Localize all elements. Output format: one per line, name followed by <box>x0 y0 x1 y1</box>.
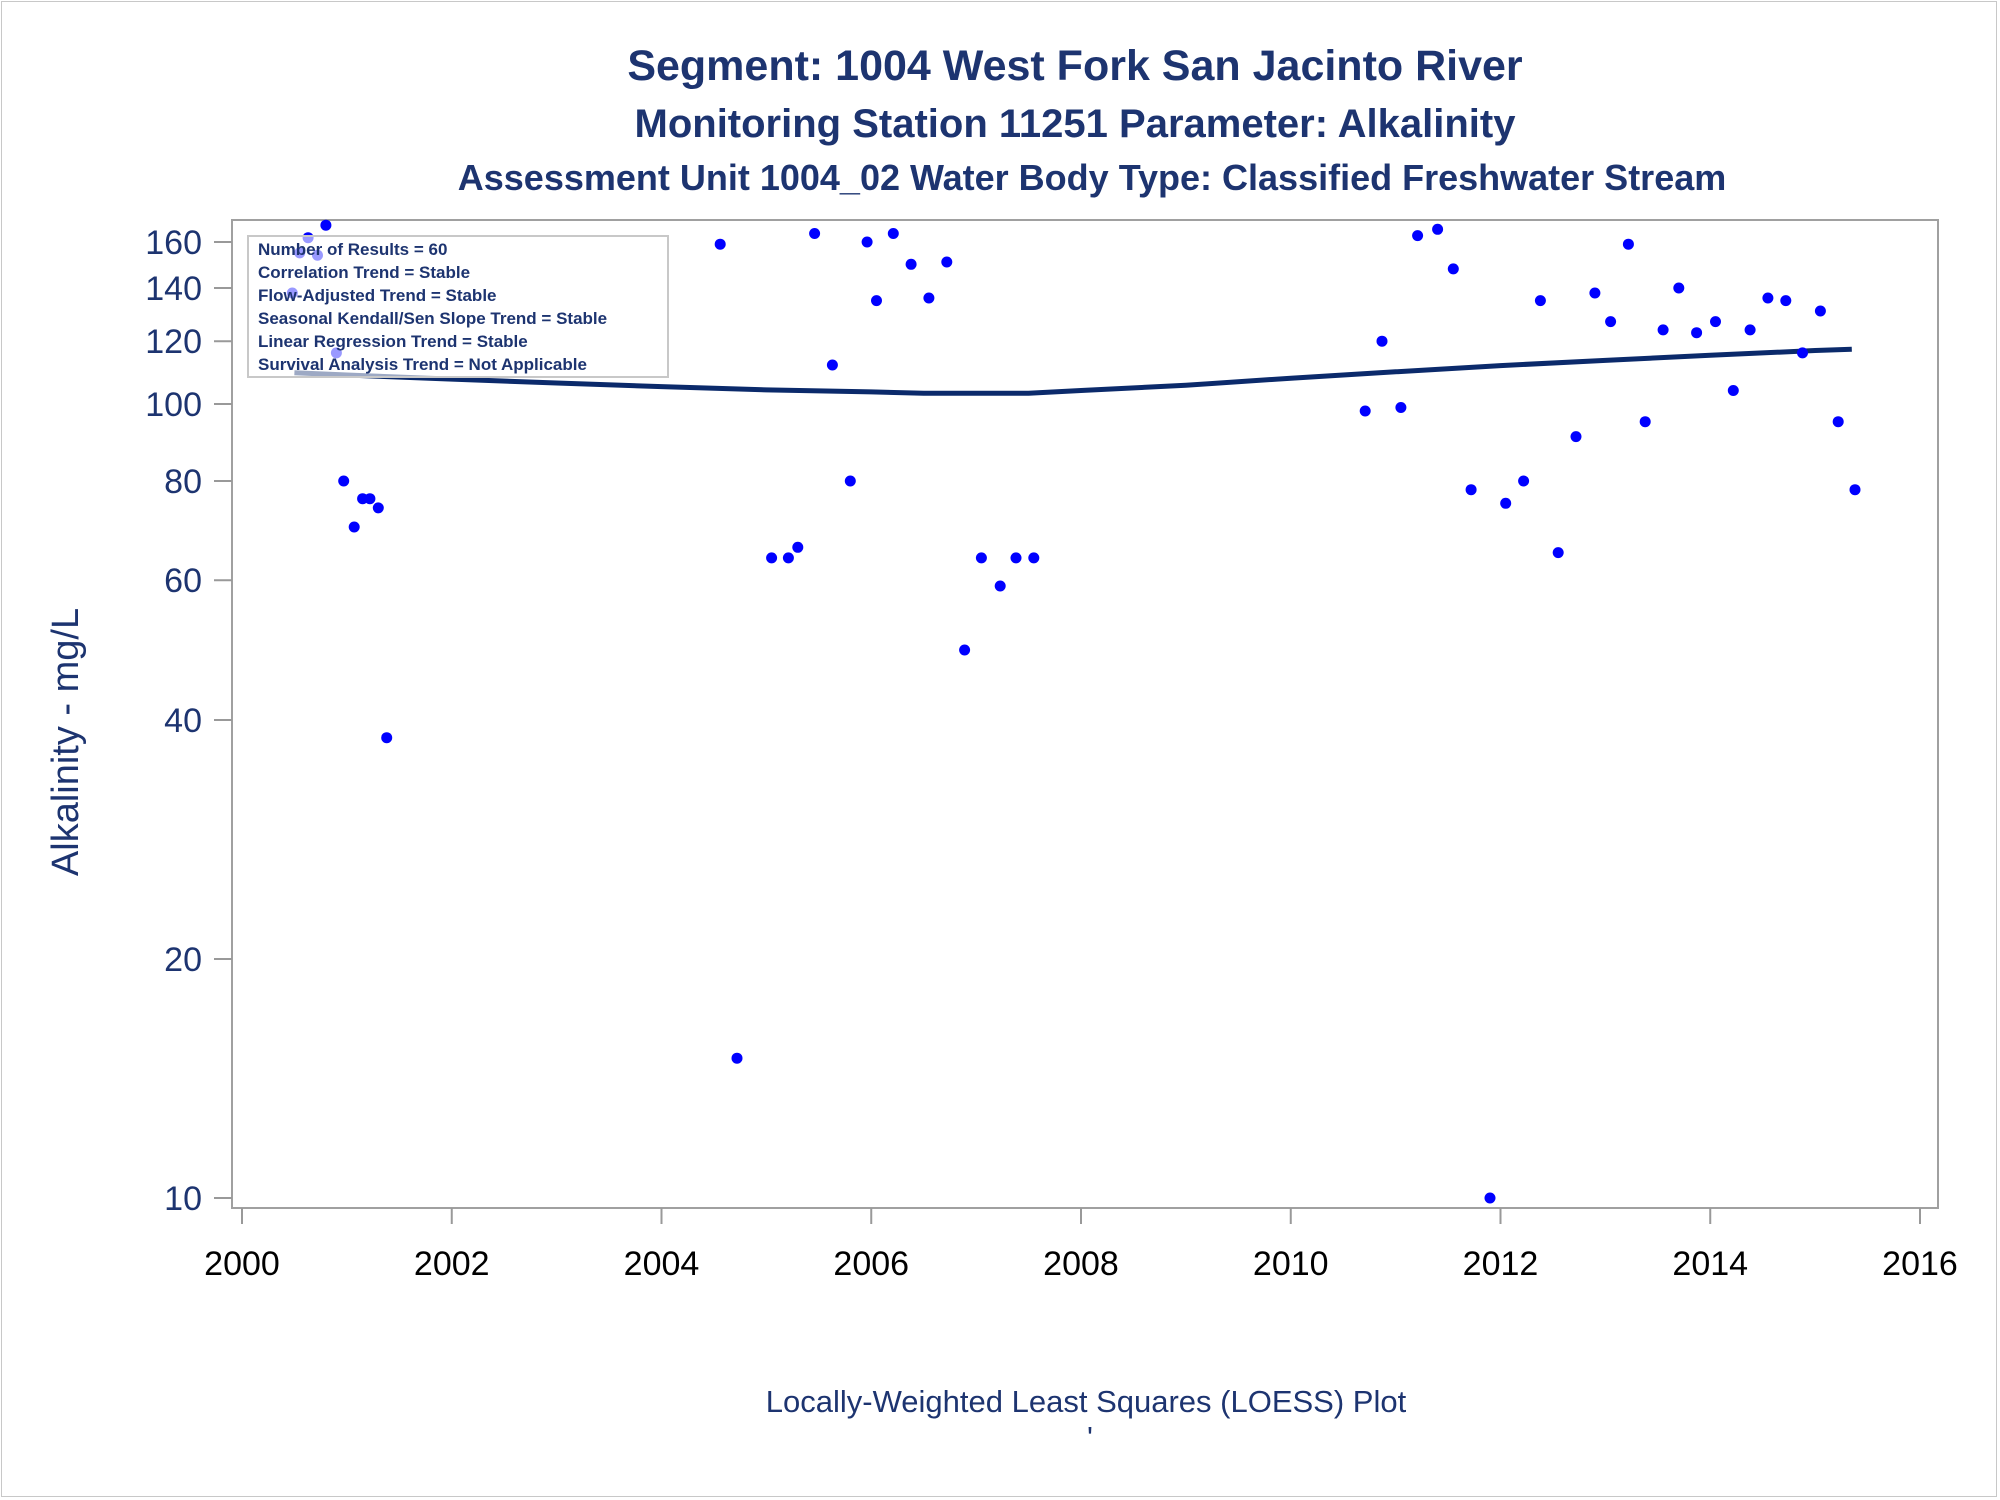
x-tick-label: 2012 <box>1463 1245 1539 1283</box>
trend-summary-line: Seasonal Kendall/Sen Slope Trend = Stabl… <box>258 309 607 328</box>
data-point <box>1639 416 1651 428</box>
y-tick-label: 100 <box>145 386 202 424</box>
y-tick-label: 20 <box>164 941 202 979</box>
y-tick-label: 40 <box>164 702 202 740</box>
data-point <box>1744 324 1756 336</box>
data-point <box>714 238 726 250</box>
data-point <box>975 552 987 564</box>
trend-summary-line: Number of Results = 60 <box>258 240 447 259</box>
data-point <box>1589 287 1601 299</box>
data-point <box>1412 230 1424 242</box>
data-point <box>1518 475 1530 487</box>
footnote: Locally-Weighted Least Squares (LOESS) P… <box>766 1384 1407 1419</box>
data-point <box>1727 385 1739 396</box>
data-point <box>1605 316 1617 328</box>
y-axis: 10 20 40 60 80 100 120 140 160 <box>145 224 232 1218</box>
data-point <box>1395 402 1407 413</box>
data-point <box>994 580 1006 592</box>
trend-summary-line: Survival Analysis Trend = Not Applicable <box>258 355 587 374</box>
data-point <box>959 644 971 656</box>
data-point <box>1359 405 1371 417</box>
data-point <box>1447 263 1459 275</box>
data-point <box>941 256 953 268</box>
data-point <box>1570 431 1582 443</box>
data-point <box>809 228 821 239</box>
data-point <box>338 475 350 487</box>
data-point <box>766 552 778 564</box>
trend-summary-box: Number of Results = 60 Correlation Trend… <box>247 235 669 378</box>
x-tick-label: 2004 <box>624 1245 700 1283</box>
data-point <box>826 359 838 371</box>
x-tick-label: 2014 <box>1672 1245 1748 1283</box>
data-point <box>348 521 360 533</box>
x-tick-label: 2006 <box>833 1245 909 1283</box>
data-point <box>1691 327 1703 339</box>
chart-subtitle-assessment: Assessment Unit 1004_02 Water Body Type:… <box>458 157 1727 198</box>
x-tick-label: 2008 <box>1043 1245 1119 1283</box>
plot-area <box>231 219 1939 1209</box>
data-point <box>887 228 899 239</box>
data-point <box>871 295 882 307</box>
x-tick-label: 2016 <box>1882 1245 1958 1283</box>
data-point <box>1534 295 1546 307</box>
data-point <box>1622 238 1634 250</box>
y-tick-label: 10 <box>164 1180 202 1218</box>
data-point <box>320 219 332 231</box>
y-tick-label: 80 <box>164 463 202 501</box>
x-tick-label: 2000 <box>204 1245 280 1283</box>
y-tick-label: 60 <box>164 562 202 600</box>
x-tick-label: 2010 <box>1253 1245 1329 1283</box>
data-point <box>1484 1192 1496 1204</box>
data-point <box>844 475 856 487</box>
trend-summary-line: Correlation Trend = Stable <box>258 263 470 282</box>
data-point <box>1762 292 1774 304</box>
data-point <box>1376 335 1388 347</box>
x-axis: 2000 2002 2004 2006 2008 2010 2012 2014 2016 <box>204 1208 1958 1283</box>
data-point <box>364 493 376 505</box>
trend-summary-line: Flow-Adjusted Trend = Stable <box>258 286 497 305</box>
data-point <box>1657 324 1669 336</box>
data-point <box>792 541 804 553</box>
x-tick-label: 2002 <box>414 1245 490 1283</box>
trend-summary-border <box>247 235 669 378</box>
trend-summary-line: Linear Regression Trend = Stable <box>258 332 528 351</box>
data-point <box>1432 223 1444 235</box>
data-point <box>1832 416 1844 428</box>
data-point <box>1849 484 1861 496</box>
data-point <box>1552 547 1564 559</box>
data-point <box>1797 347 1808 359</box>
y-axis-label: Alkalinity - mg/L <box>45 608 87 876</box>
chart-title: Segment: 1004 West Fork San Jacinto Rive… <box>627 42 1523 90</box>
chart-subtitle-station: Monitoring Station 11251 Parameter: Alka… <box>635 102 1517 146</box>
data-point <box>905 258 917 270</box>
data-point <box>1710 316 1721 328</box>
y-tick-label: 140 <box>145 270 202 308</box>
data-point <box>1814 305 1826 317</box>
data-point <box>381 732 393 744</box>
data-point <box>782 552 794 564</box>
data-point <box>861 236 873 248</box>
footnote-mark: ' <box>1087 1420 1093 1455</box>
data-point <box>1028 552 1040 564</box>
data-point <box>1780 295 1792 307</box>
data-point <box>731 1052 743 1064</box>
data-point <box>372 502 384 514</box>
data-point <box>1673 282 1685 294</box>
loess-line <box>294 346 1852 396</box>
data-point <box>1465 484 1477 496</box>
loess-series <box>294 346 1852 396</box>
y-tick-label: 160 <box>145 224 202 262</box>
data-point <box>1010 552 1022 564</box>
data-point <box>1500 497 1512 509</box>
y-tick-label: 120 <box>145 323 202 361</box>
data-point <box>923 292 935 304</box>
